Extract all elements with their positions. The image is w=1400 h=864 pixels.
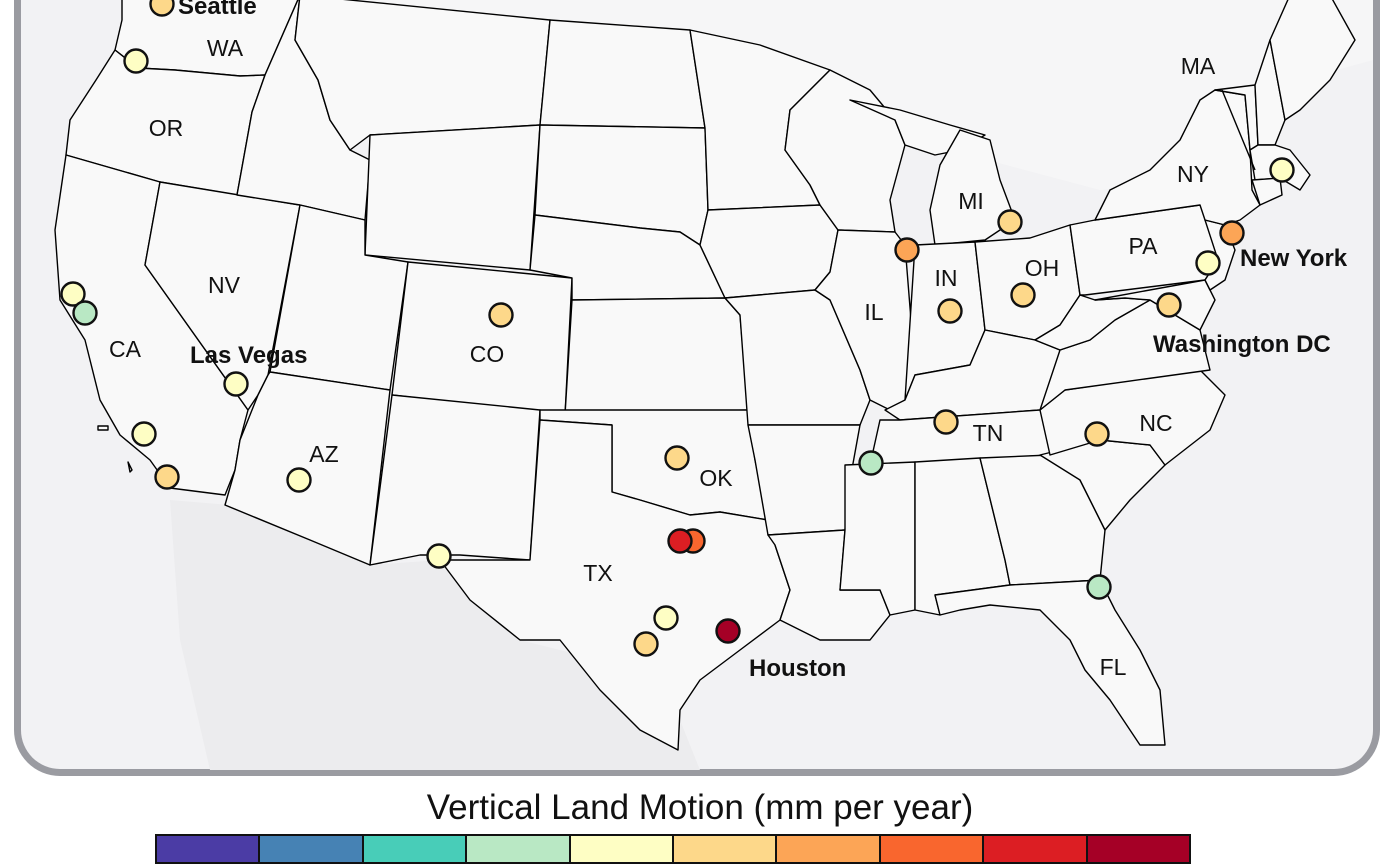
state-tx — [439, 419, 791, 751]
station-marker — [1219, 220, 1245, 246]
station-marker — [1084, 421, 1110, 447]
colorbar-bin — [260, 836, 364, 862]
station-marker — [72, 300, 98, 326]
colorbar-bin — [157, 836, 261, 862]
state-label-co: CO — [470, 341, 505, 367]
state-label-pa: PA — [1129, 233, 1159, 259]
state-ia — [699, 204, 839, 299]
state-ct — [1251, 177, 1283, 206]
station-marker — [426, 543, 452, 569]
city-label-seattle: Seattle — [178, 0, 257, 20]
station-marker — [60, 281, 86, 307]
state-wy — [364, 124, 541, 271]
colorbar-bin — [880, 836, 985, 862]
state-co — [391, 261, 573, 416]
station-marker — [633, 631, 659, 657]
station-marker — [131, 421, 157, 447]
city-label-houston: Houston — [749, 655, 846, 682]
colorbar-bin — [363, 836, 468, 862]
city-label-new-york: New York — [1240, 245, 1348, 272]
state-label-il: IL — [864, 299, 883, 325]
colorbar-bin — [1087, 836, 1190, 862]
station-marker — [715, 618, 741, 644]
state-nd — [539, 19, 706, 129]
legend-title: Vertical Land Motion (mm per year) — [426, 788, 974, 827]
state-ar — [747, 424, 861, 536]
state-az — [224, 371, 391, 566]
state-label-ca: CA — [109, 336, 142, 362]
colorbar-bin — [570, 836, 675, 862]
station-marker — [997, 209, 1023, 235]
station-marker — [858, 450, 884, 476]
state-nm — [369, 394, 541, 566]
station-marker — [667, 528, 693, 554]
colorbar — [155, 834, 1191, 864]
ca-islands — [97, 425, 133, 473]
state-ks — [564, 297, 749, 416]
station-marker — [933, 409, 959, 435]
state-nh — [1254, 39, 1286, 146]
state-label-in: IN — [935, 265, 958, 291]
ma-leader-line — [1221, 89, 1256, 171]
station-marker — [488, 302, 514, 328]
background-land — [21, 0, 1373, 190]
station-marker — [1195, 250, 1221, 276]
station-marker — [154, 464, 180, 490]
state-label-tn: TN — [973, 420, 1004, 446]
state-fl — [934, 579, 1166, 746]
colorbar-bin — [467, 836, 571, 862]
state-label-oh: OH — [1025, 255, 1060, 281]
station-marker — [894, 237, 920, 263]
state-label-az: AZ — [309, 441, 338, 467]
city-label-washington-dc: Washington DC — [1153, 331, 1331, 358]
state-label-nv: NV — [208, 272, 241, 298]
state-label-nc: NC — [1139, 410, 1172, 436]
state-label-ok: OK — [699, 465, 733, 491]
state-label-mi: MI — [958, 188, 984, 214]
station-marker — [1010, 282, 1036, 308]
colorbar-bin — [777, 836, 881, 862]
state-label-wa: WA — [207, 35, 244, 61]
station-marker — [1269, 157, 1295, 183]
state-me — [1269, 0, 1356, 121]
state-label-fl: FL — [1100, 654, 1127, 680]
station-marker — [286, 467, 312, 493]
station-marker — [223, 371, 249, 397]
background-mexico — [170, 500, 700, 770]
state-label-ma: MA — [1181, 53, 1216, 79]
map-body: WA OR CA NV AZ CO TX OK IL IN OH MI PA N… — [21, 0, 1373, 770]
colorbar-bin — [984, 836, 1088, 862]
state-label-or: OR — [149, 115, 184, 141]
station-marker — [123, 48, 149, 74]
station-marker — [937, 298, 963, 324]
station-marker — [1086, 574, 1112, 600]
colorbar-bin — [674, 836, 778, 862]
city-label-las-vegas: Las Vegas — [190, 342, 307, 369]
station-marker — [653, 605, 679, 631]
state-label-tx: TX — [583, 560, 612, 586]
station-marker — [149, 0, 175, 17]
station-marker — [1156, 292, 1182, 318]
state-label-ny: NY — [1177, 161, 1209, 187]
station-marker — [664, 445, 690, 471]
